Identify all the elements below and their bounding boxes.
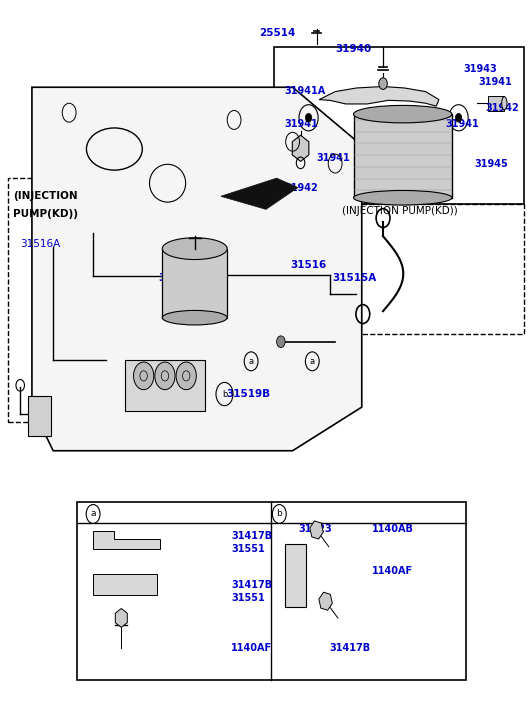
Text: 31515B: 31515B	[159, 273, 203, 284]
Ellipse shape	[353, 105, 452, 123]
Polygon shape	[319, 87, 439, 106]
Polygon shape	[28, 396, 51, 436]
Circle shape	[134, 362, 154, 390]
Text: 31941: 31941	[479, 77, 512, 87]
Text: 31941: 31941	[445, 119, 479, 129]
Text: a: a	[310, 357, 315, 366]
Ellipse shape	[162, 310, 227, 325]
Ellipse shape	[502, 97, 507, 110]
Text: 1140AB: 1140AB	[372, 524, 414, 534]
Text: 31516: 31516	[290, 260, 326, 270]
Text: 31940: 31940	[335, 44, 371, 54]
Text: 25514: 25514	[259, 28, 295, 38]
Circle shape	[277, 336, 285, 348]
Text: 31551: 31551	[231, 544, 265, 554]
Circle shape	[379, 78, 387, 89]
Ellipse shape	[353, 190, 452, 205]
Circle shape	[155, 362, 175, 390]
Text: 31519B: 31519B	[226, 389, 270, 399]
Text: 31523: 31523	[298, 524, 331, 534]
Polygon shape	[93, 531, 160, 549]
Polygon shape	[32, 87, 362, 451]
Text: 31516A: 31516A	[20, 238, 61, 249]
Text: a: a	[90, 510, 96, 518]
Text: b: b	[277, 510, 282, 518]
Ellipse shape	[162, 238, 227, 260]
Text: 31941A: 31941A	[285, 86, 326, 96]
Text: 31417B: 31417B	[231, 580, 272, 590]
Circle shape	[305, 113, 312, 122]
Text: 31551: 31551	[231, 593, 265, 603]
Text: 1140AF: 1140AF	[372, 566, 413, 576]
Text: 31515A: 31515A	[332, 273, 377, 284]
Polygon shape	[221, 178, 298, 209]
Text: 31417B: 31417B	[330, 643, 371, 654]
Text: 31945: 31945	[475, 158, 508, 169]
Text: (INJECTION: (INJECTION	[13, 191, 78, 201]
Polygon shape	[93, 574, 157, 595]
Text: 31943: 31943	[464, 64, 497, 74]
Text: 31941: 31941	[317, 153, 350, 164]
Text: 31942: 31942	[285, 182, 318, 193]
Text: b: b	[222, 390, 227, 398]
Bar	[488, 96, 504, 111]
Bar	[354, 114, 452, 198]
Polygon shape	[285, 544, 306, 607]
Circle shape	[455, 113, 462, 122]
Text: a: a	[248, 357, 254, 366]
Polygon shape	[125, 360, 205, 411]
Text: 31941: 31941	[285, 119, 318, 129]
Text: PUMP(KD)): PUMP(KD))	[13, 209, 78, 220]
Bar	[162, 249, 227, 318]
Text: (INJECTION PUMP(KD)): (INJECTION PUMP(KD))	[342, 206, 458, 216]
Text: 1140AF: 1140AF	[231, 643, 272, 654]
Text: 31942: 31942	[485, 103, 519, 113]
Text: 31417B: 31417B	[231, 531, 272, 541]
Circle shape	[176, 362, 196, 390]
